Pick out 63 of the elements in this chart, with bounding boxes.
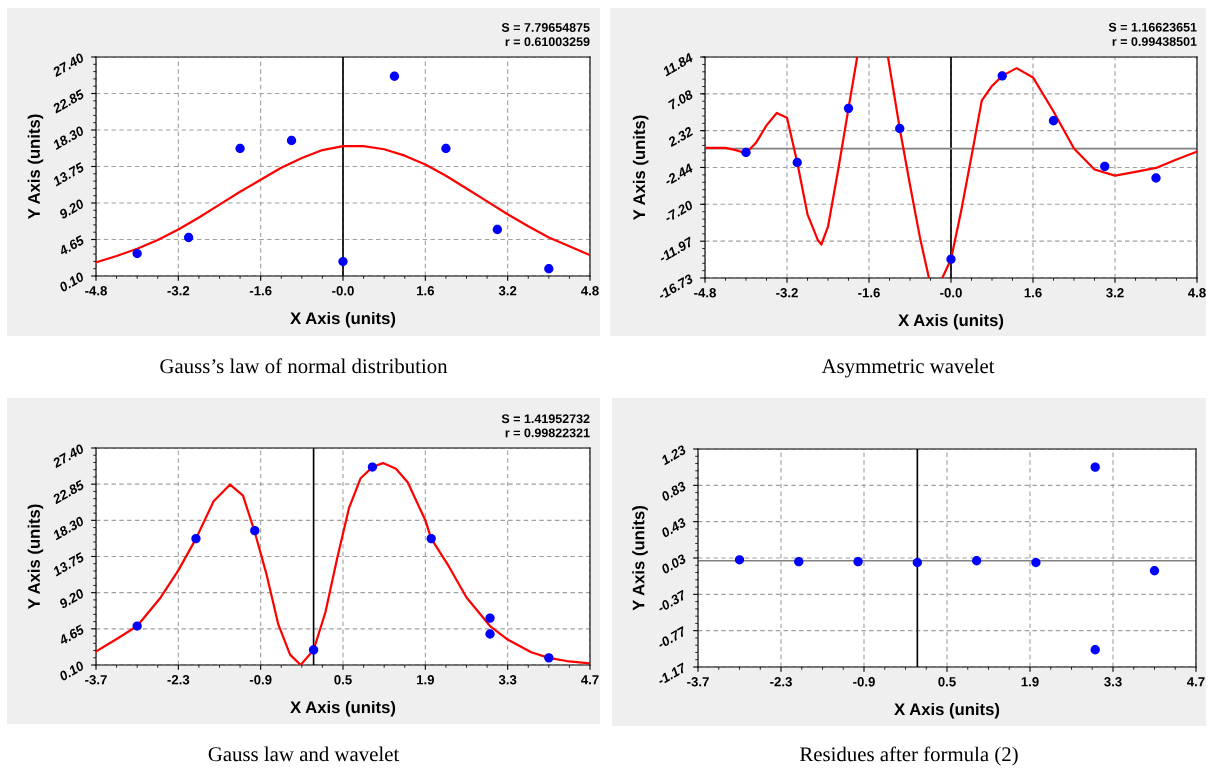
text: r = 0.99438501 <box>1112 37 1197 47</box>
x-tick-label: -4.8 <box>694 288 716 298</box>
y-tick-label: 9.20 <box>58 198 85 220</box>
x-tick-label: 1.6 <box>1024 288 1042 298</box>
x-tick-label: -2.3 <box>770 677 792 687</box>
x-tick-label: 4.8 <box>581 286 599 296</box>
y-axis-title: Y Axis (units) <box>632 506 648 611</box>
text: Residues after formula (2) <box>799 746 1018 766</box>
x-axis-title: X Axis (units) <box>898 313 1004 330</box>
y-axis-title: Y Axis (units) <box>632 115 649 220</box>
x-axis-title: X Axis (units) <box>290 311 396 328</box>
x-tick-label: 3.2 <box>1106 288 1124 298</box>
x-tick-label: -3.2 <box>776 288 798 298</box>
y-tick-label: 2.32 <box>666 126 694 148</box>
x-tick-label: -4.8 <box>85 286 107 296</box>
y-tick-label: 0.10 <box>58 271 85 293</box>
x-axis-title: X Axis (units) <box>290 700 396 717</box>
x-tick-label: 4.8 <box>1188 288 1206 298</box>
x-tick-label: 0.5 <box>938 677 956 687</box>
y-tick-label: 1.23 <box>660 444 687 466</box>
x-tick-label: 3.2 <box>498 286 517 296</box>
x-tick-label: 1.9 <box>416 675 435 685</box>
y-tick-label: 0.10 <box>58 660 85 682</box>
x-tick-label: -1.6 <box>249 286 272 296</box>
x-tick-label: 4.7 <box>1187 677 1205 687</box>
x-tick-label: -3.7 <box>85 675 107 685</box>
x-tick-label: -0.9 <box>853 677 875 687</box>
y-tick-label: 4.65 <box>57 624 86 646</box>
x-tick-label: 4.7 <box>581 675 599 685</box>
y-tick-label: 7.08 <box>667 89 694 110</box>
y-tick-label: -1.17 <box>656 662 688 686</box>
text: Gauss law and wavelet <box>208 746 400 762</box>
y-tick-label: 0.43 <box>660 517 687 538</box>
x-tick-label: -0.0 <box>332 286 354 296</box>
text: S = 7.79654875 <box>501 23 590 32</box>
text: S = 1.41952732 <box>501 414 590 424</box>
y-tick-label: 0.83 <box>660 480 687 502</box>
text: Gauss’s law of normal distribution <box>160 358 448 374</box>
x-axis-title: X Axis (units) <box>894 702 1000 719</box>
x-tick-label: -0.0 <box>940 288 962 298</box>
x-tick-label: 1.6 <box>416 286 435 296</box>
y-tick-label: -0.77 <box>656 625 688 650</box>
x-tick-label: 0.5 <box>334 675 352 685</box>
x-tick-label: 1.9 <box>1021 677 1039 687</box>
text: r = 0.99822321 <box>505 428 590 438</box>
x-tick-label: -3.2 <box>167 286 190 296</box>
y-tick-label: -2.44 <box>663 163 694 186</box>
y-tick-label: 9.20 <box>58 588 85 609</box>
text: r = 0.61003259 <box>505 37 590 47</box>
x-tick-label: -0.9 <box>249 675 272 685</box>
text: S = 1.16623651 <box>1108 22 1197 32</box>
y-tick-label: -7.20 <box>663 199 694 223</box>
y-tick-label: 4.65 <box>57 234 86 257</box>
x-tick-label: -1.6 <box>858 288 880 298</box>
y-tick-label: -0.37 <box>656 589 688 613</box>
y-axis-title: Y Axis (units) <box>27 114 44 219</box>
x-tick-label: -2.3 <box>167 675 190 685</box>
x-tick-label: 3.3 <box>1104 677 1122 687</box>
x-tick-label: 3.3 <box>498 675 517 685</box>
y-tick-label: 0.03 <box>660 553 687 575</box>
text: Asymmetric wavelet <box>821 358 995 378</box>
y-axis-title: Y Axis (units) <box>27 504 44 609</box>
x-tick-label: -3.7 <box>687 677 709 687</box>
